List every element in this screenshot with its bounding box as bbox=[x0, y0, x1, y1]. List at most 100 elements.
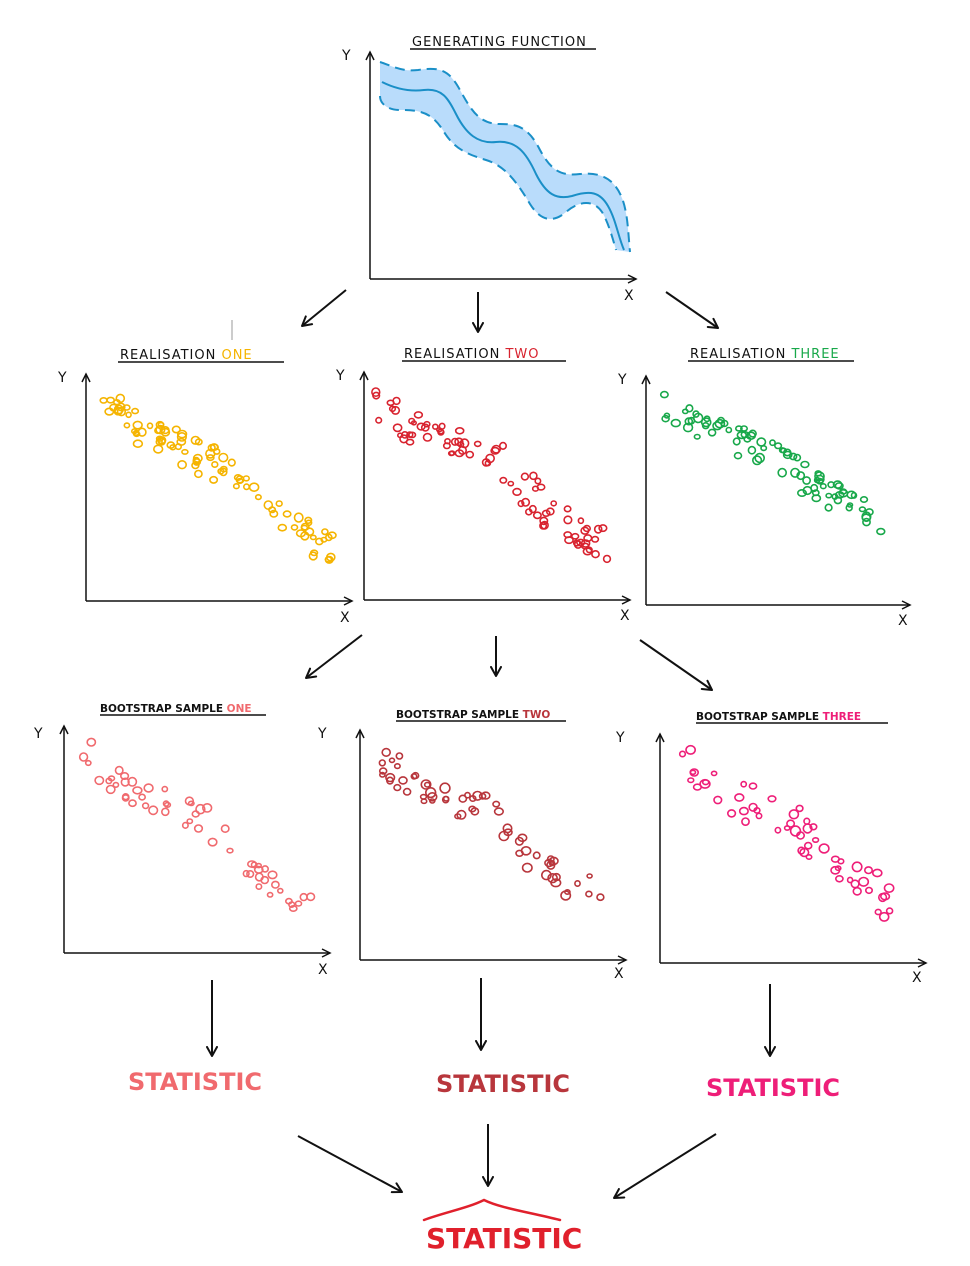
bootstrap-one-y-label: Y bbox=[33, 726, 43, 742]
realisation-arrows bbox=[305, 634, 713, 691]
scatter-point bbox=[420, 423, 430, 432]
scatter-point bbox=[517, 833, 528, 843]
scatter-point bbox=[786, 819, 796, 828]
scatter-point bbox=[217, 467, 225, 475]
scatter-point bbox=[176, 429, 188, 439]
scatter-point bbox=[740, 780, 748, 788]
scatter-point bbox=[725, 426, 733, 434]
scatter-point bbox=[309, 534, 317, 541]
realisation-one-prefix: REALISATION bbox=[120, 348, 221, 363]
scatter-point bbox=[299, 892, 308, 902]
scatter-point bbox=[420, 779, 432, 790]
scatter-point bbox=[876, 527, 886, 536]
scatter-point bbox=[193, 469, 203, 479]
scatter-point bbox=[815, 477, 824, 485]
scatter-point bbox=[756, 437, 767, 447]
scatter-point bbox=[207, 837, 218, 847]
scatter-point bbox=[878, 911, 890, 922]
realisation-two-prefix: REALISATION bbox=[404, 347, 505, 362]
scatter-point bbox=[378, 771, 386, 778]
scatter-point bbox=[324, 533, 333, 542]
scatter-point bbox=[458, 794, 468, 803]
realisation-one-panel: REALISATION ONE Y X bbox=[57, 348, 354, 626]
scatter-point bbox=[861, 513, 872, 522]
scatter-point bbox=[395, 752, 404, 760]
realisation-three-points bbox=[659, 390, 886, 536]
scatter-point bbox=[413, 411, 424, 419]
generating-title: GENERATING FUNCTION bbox=[412, 35, 587, 50]
arrow-to-bootstrap-three bbox=[639, 639, 713, 691]
scatter-point bbox=[493, 807, 505, 816]
scatter-point bbox=[700, 417, 712, 428]
realisation-two-suffix: TWO bbox=[504, 347, 539, 362]
scatter-point bbox=[778, 447, 787, 454]
scatter-point bbox=[803, 817, 811, 825]
scatter-point bbox=[862, 517, 871, 527]
statistic-two: STATISTIC bbox=[436, 1070, 570, 1098]
scatter-point bbox=[560, 890, 572, 901]
scatter-point bbox=[324, 556, 333, 563]
scatter-point bbox=[550, 500, 558, 507]
scatter-point bbox=[468, 794, 477, 802]
scatter-point bbox=[485, 453, 495, 464]
realisation-one-x-arrow bbox=[343, 596, 354, 606]
scatter-point bbox=[539, 521, 548, 530]
scatter-point bbox=[689, 769, 697, 776]
scatter-point bbox=[304, 516, 313, 524]
scatter-point bbox=[246, 869, 255, 878]
scatter-point bbox=[883, 883, 895, 893]
scatter-point bbox=[682, 422, 694, 433]
bootstrap-two-panel: BOOTSTRAP SAMPLE TWO Y X bbox=[317, 709, 628, 982]
arrow-to-realisation-three bbox=[665, 291, 719, 329]
scatter-point bbox=[192, 453, 203, 463]
scatter-point bbox=[381, 747, 392, 758]
scatter-point bbox=[261, 865, 269, 873]
scatter-point bbox=[564, 536, 574, 545]
scatter-point bbox=[106, 396, 115, 404]
scatter-point bbox=[825, 492, 833, 499]
scatter-point bbox=[115, 393, 126, 404]
scatter-point bbox=[309, 549, 319, 557]
scatter-point bbox=[388, 757, 396, 764]
scatter-point bbox=[267, 870, 278, 880]
scatter-point bbox=[714, 418, 726, 429]
scatter-point bbox=[454, 449, 465, 458]
scatter-point bbox=[788, 809, 800, 820]
scatter-point bbox=[132, 420, 143, 430]
scatter-point bbox=[470, 807, 480, 816]
scatter-point bbox=[580, 526, 590, 535]
scatter-point bbox=[114, 765, 124, 776]
scatter-point bbox=[499, 476, 508, 484]
scatter-point bbox=[810, 483, 819, 493]
scatter-point bbox=[805, 853, 813, 860]
scatter-point bbox=[232, 483, 240, 490]
scatter-point bbox=[703, 415, 711, 423]
scatter-point bbox=[86, 737, 97, 747]
scatter-point bbox=[845, 503, 853, 512]
scatter-point bbox=[834, 490, 845, 499]
final-statistic-hat bbox=[422, 1198, 562, 1222]
scatter-point bbox=[410, 420, 418, 426]
statistic-three: STATISTIC bbox=[706, 1074, 840, 1102]
scatter-point bbox=[799, 847, 810, 858]
scatter-point bbox=[563, 515, 573, 525]
scatter-point bbox=[193, 824, 204, 833]
scatter-point bbox=[576, 538, 586, 547]
scatter-point bbox=[520, 845, 532, 856]
realisation-three-x-arrow bbox=[901, 600, 912, 610]
scatter-point bbox=[202, 803, 213, 813]
arrow-one-to-final bbox=[297, 1135, 403, 1194]
bootstrap-two-x-arrow bbox=[617, 955, 628, 965]
scatter-point bbox=[531, 485, 540, 492]
realisation-two-y-arrow bbox=[359, 370, 369, 381]
scatter-point bbox=[521, 497, 531, 507]
scatter-point bbox=[305, 519, 313, 527]
scatter-point bbox=[157, 421, 165, 428]
scatter-point bbox=[800, 460, 810, 469]
realisation-three-title: REALISATION THREE bbox=[690, 347, 840, 362]
scatter-point bbox=[123, 422, 131, 429]
scatter-point bbox=[546, 855, 555, 863]
scatter-point bbox=[243, 483, 251, 491]
scatter-point bbox=[802, 476, 811, 485]
scatter-point bbox=[132, 439, 144, 449]
